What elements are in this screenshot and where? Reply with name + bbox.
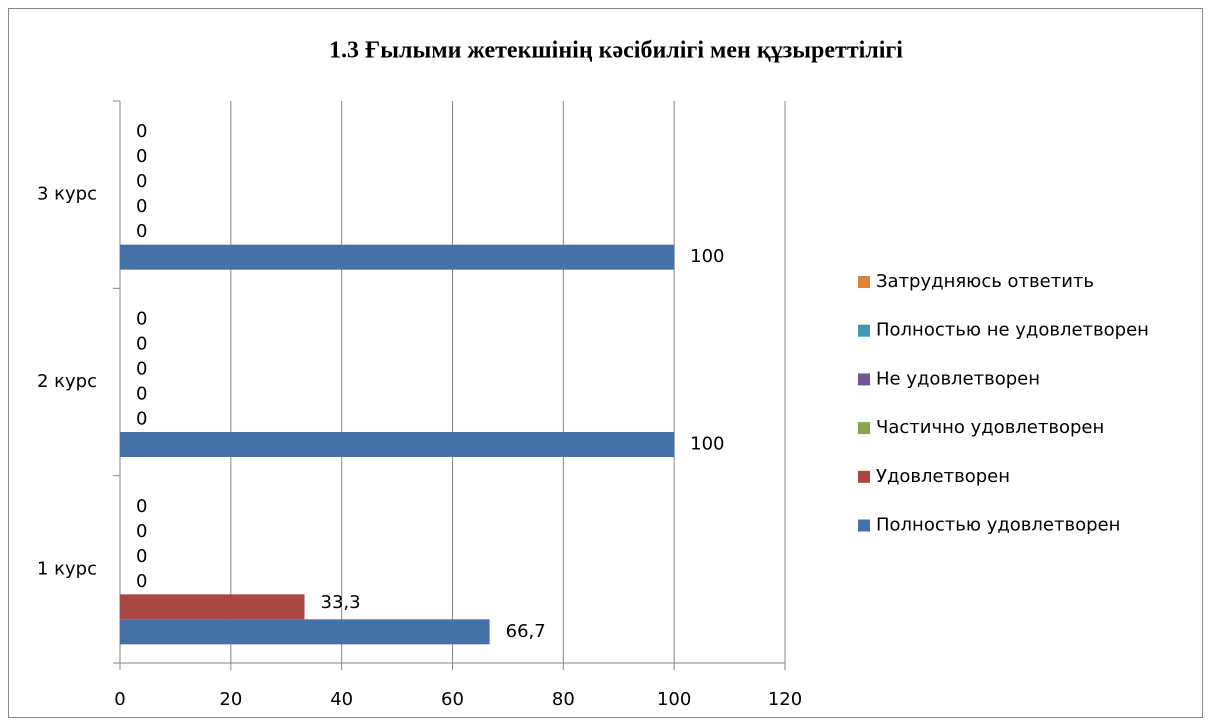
legend-swatch xyxy=(858,519,870,532)
data-label: 0 xyxy=(136,521,147,542)
x-tick-label: 20 xyxy=(219,689,242,710)
x-tick-label: 120 xyxy=(768,689,802,710)
x-tick-label: 0 xyxy=(114,689,125,710)
x-tick-label: 80 xyxy=(552,689,575,710)
data-label: 0 xyxy=(136,171,147,192)
legend-label: Полностью не удовлетворен xyxy=(876,320,1149,341)
x-tick-label: 100 xyxy=(657,689,691,710)
legend-swatch xyxy=(858,324,870,337)
data-label: 0 xyxy=(136,221,147,242)
data-label: 0 xyxy=(136,146,147,167)
bar xyxy=(120,619,490,645)
data-label: 0 xyxy=(136,384,147,405)
legend-swatch xyxy=(858,422,870,435)
data-label: 0 xyxy=(136,359,147,380)
x-tick-label: 40 xyxy=(330,689,353,710)
data-label: 66,7 xyxy=(506,621,546,642)
y-tick-label: 1 курс xyxy=(37,558,97,579)
legend-label: Частично удовлетворен xyxy=(876,417,1104,438)
legend-swatch xyxy=(858,470,870,483)
data-label: 100 xyxy=(690,246,724,267)
data-label: 0 xyxy=(136,309,147,330)
data-label: 0 xyxy=(136,571,147,592)
legend-label: Удовлетворен xyxy=(876,466,1010,487)
legend-label: Полностью удовлетворен xyxy=(876,515,1120,536)
data-label: 0 xyxy=(136,121,147,142)
data-label: 0 xyxy=(136,496,147,517)
data-label: 0 xyxy=(136,334,147,355)
legend-label: Не удовлетворен xyxy=(876,368,1040,389)
bar xyxy=(120,244,675,270)
data-label: 33,3 xyxy=(321,592,361,613)
x-tick-label: 60 xyxy=(441,689,464,710)
legend-swatch xyxy=(858,276,870,288)
data-label: 0 xyxy=(136,409,147,430)
legend-label: Затрудняюсь ответить xyxy=(876,271,1094,292)
data-label: 100 xyxy=(690,434,724,455)
chart-title: 1.3 Ғылыми жетекшінің кәсібилігі мен құз… xyxy=(329,38,903,64)
data-label: 0 xyxy=(136,546,147,567)
bar xyxy=(120,594,305,620)
y-tick-label: 3 курс xyxy=(37,184,97,205)
data-label: 0 xyxy=(136,196,147,217)
bar xyxy=(120,432,675,457)
legend-swatch xyxy=(858,373,870,386)
y-tick-label: 2 курс xyxy=(37,371,97,392)
